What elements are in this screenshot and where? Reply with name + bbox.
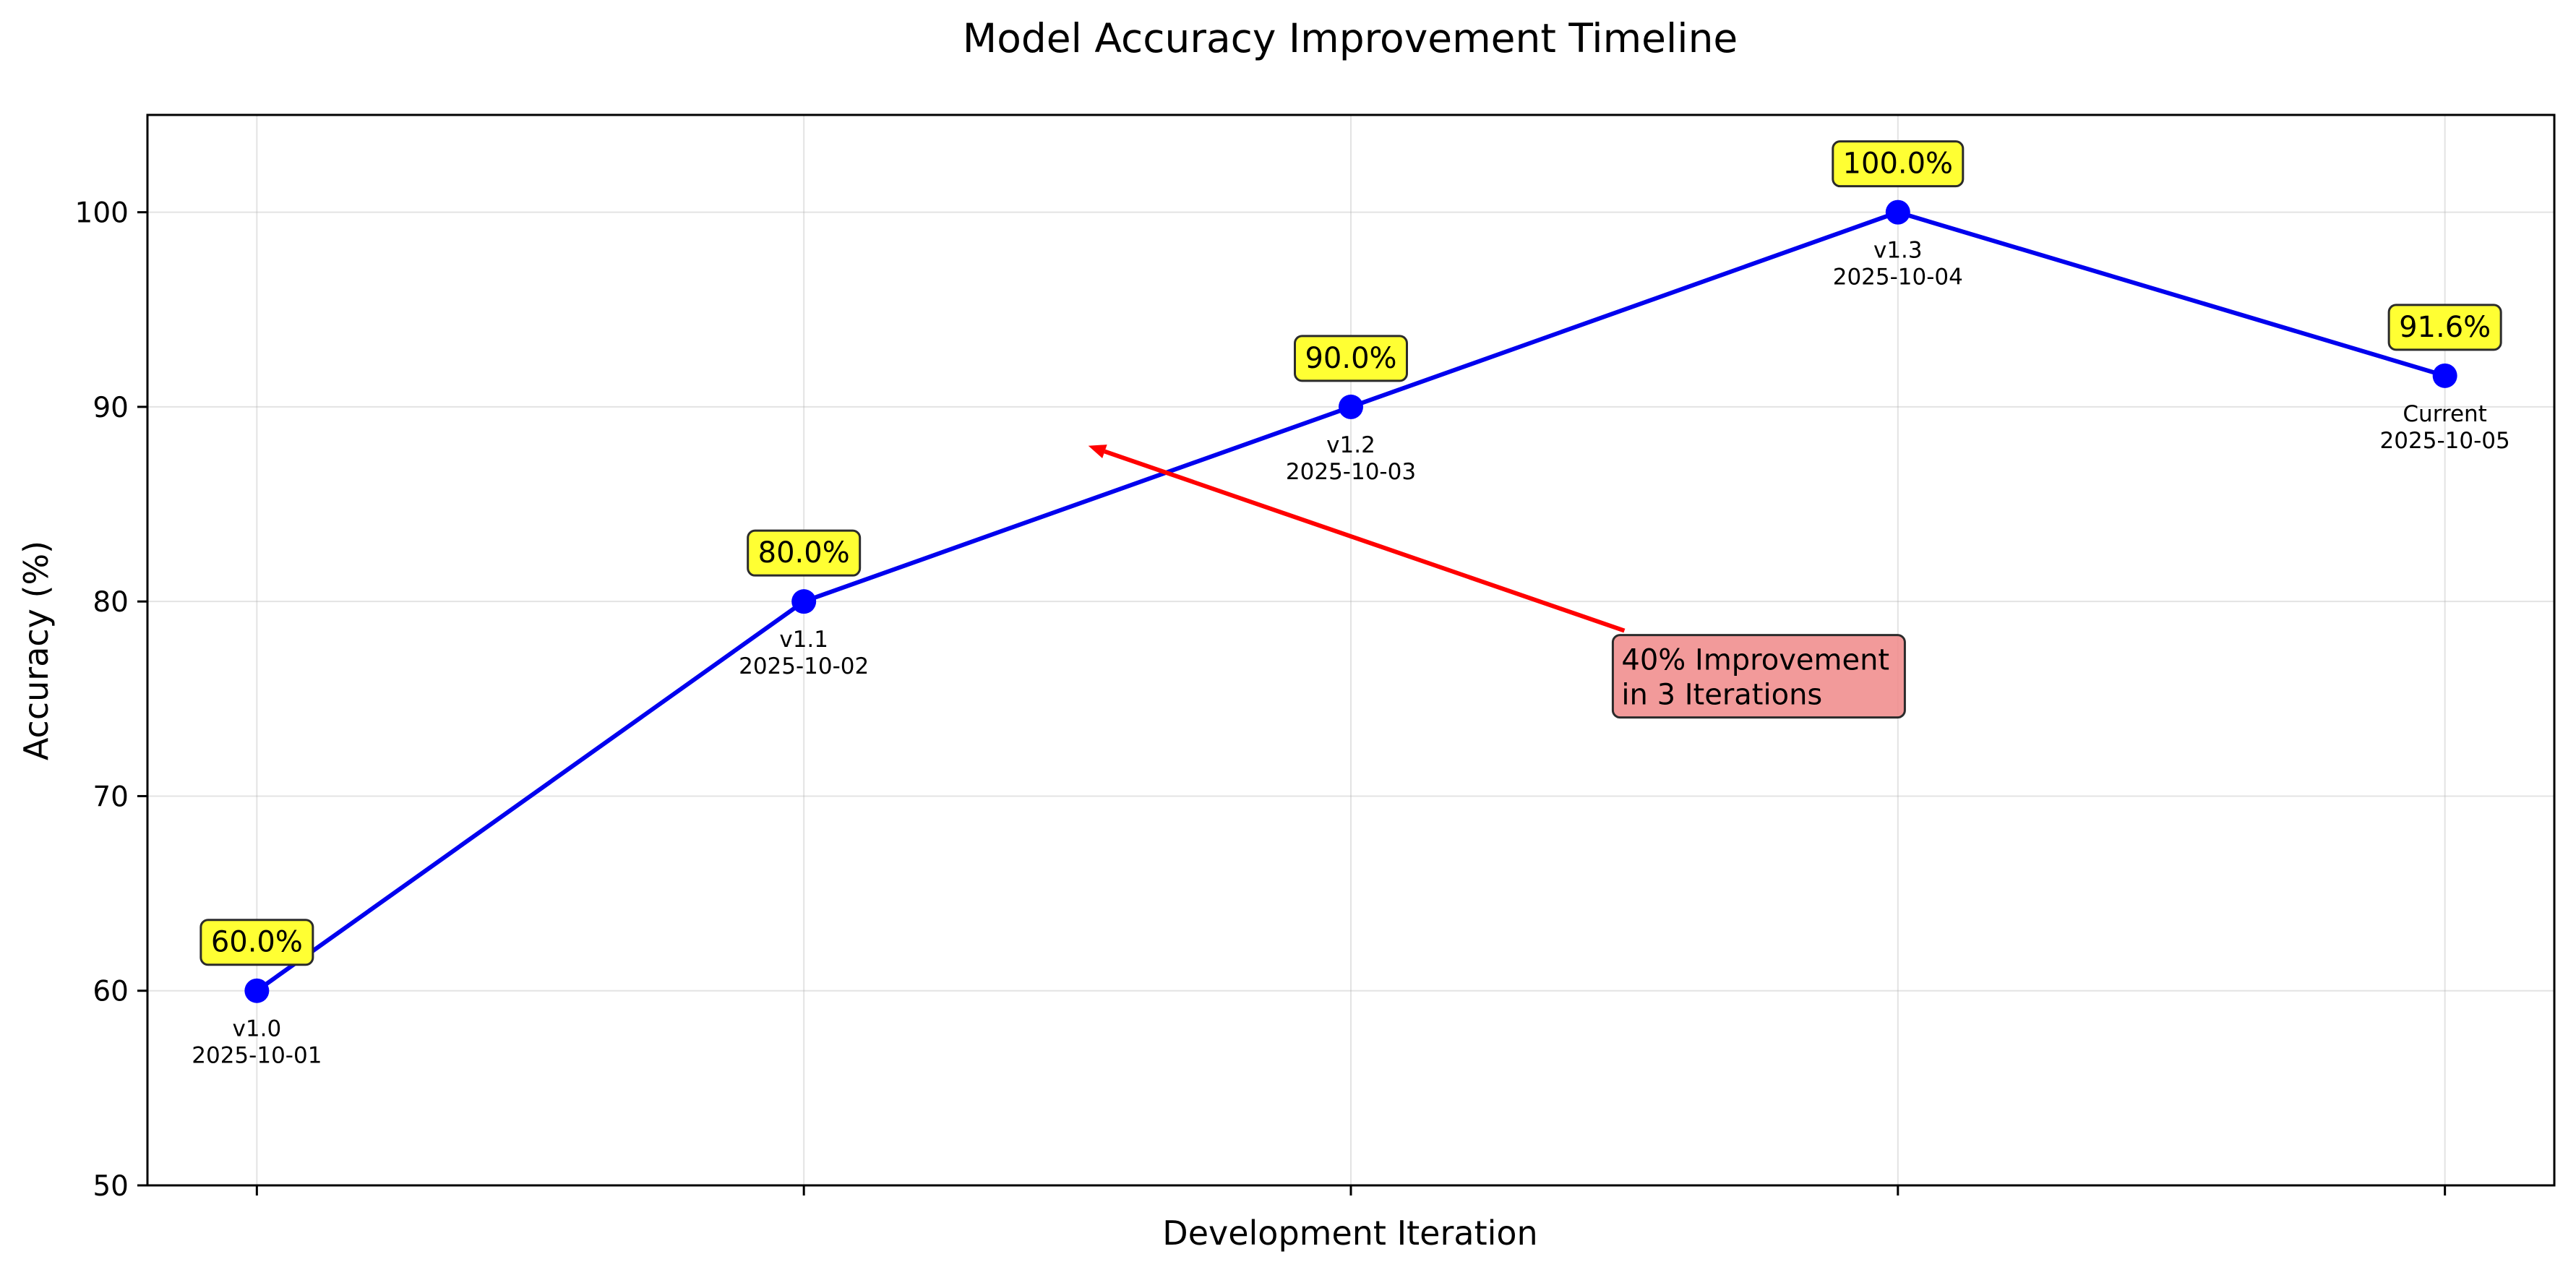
iteration-date-label: 2025-10-02: [739, 653, 869, 679]
data-point: [791, 589, 817, 614]
y-axis-label: Accuracy (%): [17, 541, 56, 760]
iteration-version-label: v1.1: [779, 627, 828, 653]
iteration-date-label: 2025-10-05: [2380, 428, 2510, 454]
y-tick-label: 70: [93, 781, 129, 813]
chart-title: Model Accuracy Improvement Timeline: [963, 15, 1738, 61]
value-label: 60.0%: [211, 926, 303, 959]
value-label-box: [2387, 304, 2502, 351]
iteration-version-label: v1.0: [233, 1016, 282, 1042]
data-point: [244, 978, 270, 1003]
value-label: 80.0%: [758, 536, 850, 570]
iteration-date-label: 2025-10-04: [1833, 265, 1963, 291]
value-label-box: [1294, 335, 1408, 382]
value-label: 100.0%: [1843, 147, 1954, 181]
value-label-box: [1832, 140, 1965, 188]
annotation-box: [1611, 634, 1906, 719]
iteration-date-label: 2025-10-03: [1286, 459, 1416, 485]
grid-lines: [147, 115, 2554, 1186]
x-axis-label: Development Iteration: [1162, 1214, 1537, 1253]
y-tick-label: 50: [93, 1170, 129, 1203]
data-point: [1885, 199, 1910, 225]
value-label: 91.6%: [2399, 311, 2491, 344]
y-tick-label: 90: [93, 392, 129, 424]
data-point: [2432, 363, 2457, 388]
iteration-version-label: Current: [2403, 401, 2486, 427]
y-tick-label: 60: [93, 976, 129, 1008]
iteration-version-label: v1.3: [1873, 238, 1923, 264]
annotation-arrow-head: [1088, 445, 1107, 459]
annotation-text-line: in 3 Iterations: [1621, 679, 1822, 712]
annotation-text-line: 40% Improvement: [1621, 644, 1889, 677]
value-label: 90.0%: [1305, 342, 1396, 375]
annotation-arrow: [1104, 449, 1626, 633]
data-point: [1339, 394, 1363, 419]
value-label-box: [199, 919, 314, 966]
y-tick-label: 100: [75, 197, 129, 230]
iteration-version-label: v1.2: [1326, 432, 1375, 458]
y-tick-label: 80: [93, 586, 129, 619]
iteration-date-label: 2025-10-01: [192, 1043, 322, 1069]
axes-layer: 50 60 70 80 90 100: [75, 197, 2447, 1203]
value-label-box: [747, 529, 862, 577]
